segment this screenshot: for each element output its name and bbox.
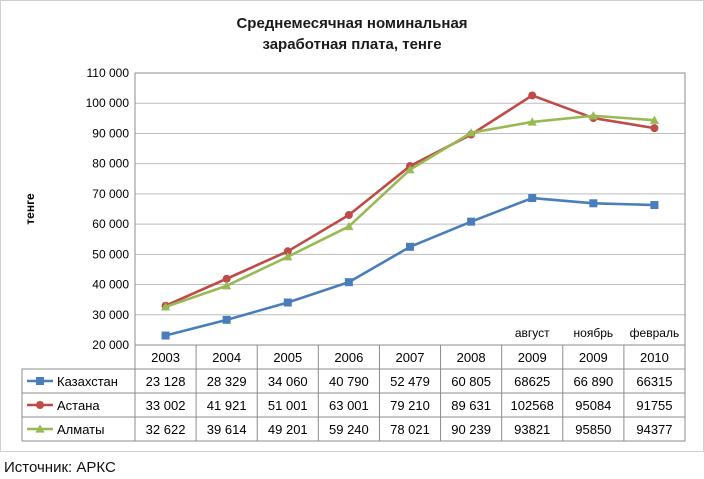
- y-axis-label: тенге: [23, 193, 37, 225]
- table-cell: 51 001: [268, 398, 308, 413]
- legend-label: Алматы: [57, 422, 104, 437]
- table-header-cell: 2009: [518, 350, 547, 365]
- data-point: [589, 199, 598, 208]
- data-point: [405, 165, 415, 174]
- table-header-cell: 2009: [579, 350, 608, 365]
- legend-key: [27, 401, 53, 409]
- category-annotations: август ноябрь февраль: [515, 326, 679, 340]
- table-cell: 66315: [636, 374, 672, 389]
- table-cell: 93821: [514, 422, 550, 437]
- data-point: [466, 128, 476, 137]
- plot-area: [134, 72, 686, 346]
- table-cell: 89 631: [451, 398, 491, 413]
- table-cell: 49 201: [268, 422, 308, 437]
- table-header-cell: 2006: [334, 350, 363, 365]
- category-annotation: август: [515, 326, 550, 340]
- data-point: [344, 211, 353, 220]
- table-cell: 32 622: [146, 422, 186, 437]
- legend-label: Казахстан: [57, 374, 118, 389]
- table-cell: 52 479: [390, 374, 430, 389]
- y-tick-label: 20 000: [92, 338, 129, 352]
- data-table: 2003 2004 2005 2006 2007 2008 2009 2009 2010 Каза…: [21, 344, 686, 442]
- data-point: [160, 302, 171, 311]
- table-cell: 33 002: [146, 398, 186, 413]
- table-cell: 90 239: [451, 422, 491, 437]
- y-tick-label: 30 000: [92, 308, 129, 322]
- table-cell: 68625: [514, 374, 550, 389]
- table-cell: 63 001: [329, 398, 369, 413]
- y-tick-label: 70 000: [92, 187, 129, 201]
- table-cell: 102568: [511, 398, 554, 413]
- data-point: [650, 201, 659, 210]
- series-circle: [161, 91, 659, 310]
- y-tick-label: 100 000: [86, 96, 130, 110]
- data-point: [161, 331, 170, 340]
- gridlines: [134, 72, 686, 346]
- series-triangle: [160, 111, 660, 311]
- table-header-cell: 2008: [457, 350, 486, 365]
- table-header-cell: 2003: [151, 350, 180, 365]
- data-point: [649, 115, 660, 124]
- source-note: Источник: АРКС: [4, 459, 116, 476]
- legend-key: [27, 424, 53, 433]
- data-point: [650, 124, 659, 133]
- table-cell: 23 128: [146, 374, 186, 389]
- table-cell: 94377: [636, 422, 672, 437]
- data-point: [222, 281, 232, 290]
- table-cell: 41 921: [207, 398, 247, 413]
- y-tick-label: 50 000: [92, 247, 129, 261]
- chart-title-line-2: заработная плата, тенге: [262, 36, 441, 53]
- series-square: [161, 194, 659, 340]
- table-cell: 59 240: [329, 422, 369, 437]
- table-header-cell: 2010: [640, 350, 669, 365]
- table-cell: 79 210: [390, 398, 430, 413]
- y-tick-label: 40 000: [92, 278, 129, 292]
- data-point: [283, 252, 293, 261]
- chart-title-line-1: Среднемесячная номинальная: [236, 15, 467, 32]
- table-cell: 60 805: [451, 374, 491, 389]
- series-line: [165, 94, 655, 307]
- data-point: [588, 111, 598, 120]
- table-cell: 66 890: [573, 374, 613, 389]
- table-cell: 91755: [636, 398, 672, 413]
- y-axis-ticks: 20 000 30 000 40 000 50 000 60 000 70 000 80 0…: [86, 66, 130, 352]
- y-tick-label: 90 000: [92, 126, 129, 140]
- y-tick-label: 110 000: [87, 66, 130, 80]
- data-point: [406, 242, 414, 251]
- series-lines: [160, 91, 660, 340]
- category-annotation: февраль: [630, 326, 680, 340]
- data-point: [528, 91, 537, 100]
- table-cell: 95850: [575, 422, 611, 437]
- data-point: [528, 194, 537, 203]
- legend-label: Астана: [57, 398, 100, 413]
- table-header-cell: 2005: [273, 350, 302, 365]
- table-cell: 34 060: [268, 374, 308, 389]
- y-tick-label: 60 000: [92, 217, 129, 231]
- data-point: [344, 278, 353, 287]
- data-point: [222, 315, 231, 324]
- series-line: [165, 114, 655, 309]
- y-tick-label: 80 000: [92, 157, 129, 171]
- category-annotation: ноябрь: [574, 326, 614, 340]
- legend-key: [27, 377, 53, 385]
- data-point: [283, 247, 292, 256]
- data-point: [527, 117, 537, 126]
- table-cell: 39 614: [207, 422, 247, 437]
- data-point: [344, 221, 354, 231]
- table-cell: 40 790: [329, 374, 369, 389]
- data-point: [222, 274, 231, 283]
- chart: Среднемесячная номинальная заработная пл…: [21, 15, 686, 442]
- table-cell: 28 329: [207, 374, 247, 389]
- data-point: [467, 217, 476, 226]
- table-header-cell: 2004: [212, 350, 241, 365]
- table-header-cell: 2007: [396, 350, 425, 365]
- data-point: [283, 298, 292, 307]
- table-cell: 78 021: [390, 422, 430, 437]
- table-cell: 95084: [575, 398, 611, 413]
